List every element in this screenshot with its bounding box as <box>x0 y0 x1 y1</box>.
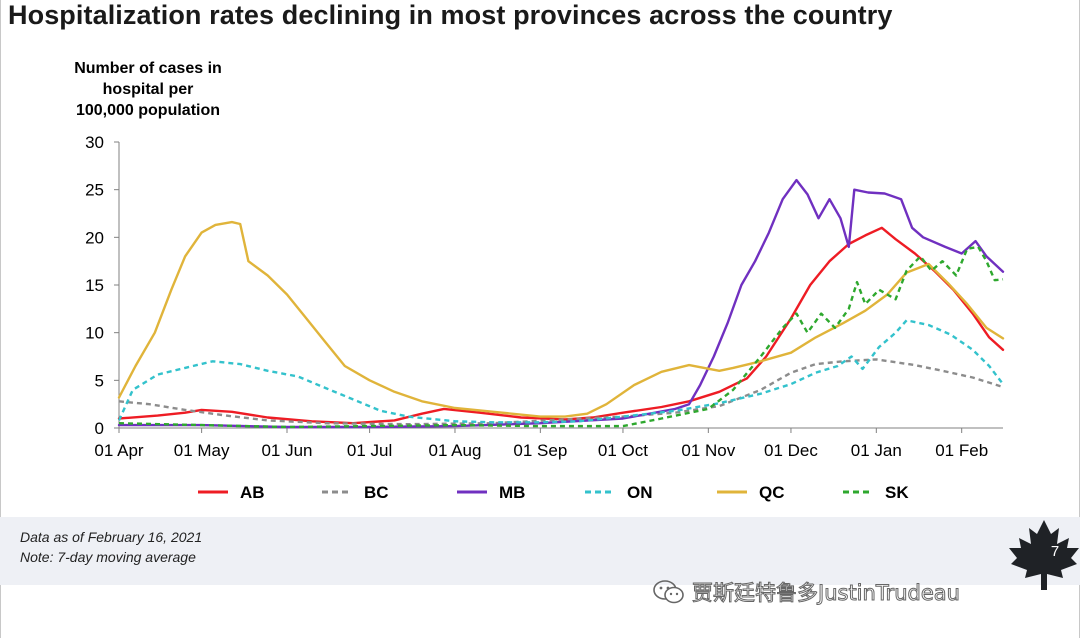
page-number: 7 <box>1050 543 1060 560</box>
legend-label-sk: SK <box>885 483 909 502</box>
y-axis-label-line-3: 100,000 population <box>75 102 221 119</box>
x-tick-label: 01 May <box>174 441 230 460</box>
moving-average-note: Note: 7-day moving average <box>20 549 196 565</box>
data-date-note: Data as of February 16, 2021 <box>20 529 203 545</box>
x-tick-label: 01 Jun <box>261 441 312 460</box>
watermark: 贾斯廷特鲁多JustinTrudeau <box>652 577 960 607</box>
y-tick-label: 10 <box>85 324 104 343</box>
y-axis-label-line-1: Number of cases in <box>74 60 222 77</box>
footer-bar: Data as of February 16, 2021 Note: 7-day… <box>0 517 1080 585</box>
legend-label-on: ON <box>627 483 653 502</box>
series-line-on <box>117 319 1004 424</box>
series-line-sk <box>118 245 1004 429</box>
watermark-text: 贾斯廷特鲁多JustinTrudeau <box>692 581 961 606</box>
line-chart: 0 5 10 15 20 25 30 01 Apr 01 May 01 Jun 01 Jul 01 A… <box>85 133 1005 502</box>
legend-label-bc: BC <box>364 483 389 502</box>
series-line-mb <box>117 178 1005 429</box>
legend-label-mb: MB <box>499 483 525 502</box>
x-tick-label: 01 Jan <box>851 441 902 460</box>
x-tick-label: 01 Jul <box>347 441 392 460</box>
x-tick-label: 01 Oct <box>598 441 648 460</box>
x-tick-label: 01 Apr <box>94 441 143 460</box>
y-tick-label: 15 <box>85 276 104 295</box>
maple-leaf-icon <box>1009 520 1079 590</box>
y-axis-label: Number of cases in hospital per 100,000 … <box>60 58 236 121</box>
legend-label-qc: QC <box>759 483 785 502</box>
y-tick-label: 0 <box>95 419 104 438</box>
y-tick-label: 5 <box>95 371 104 390</box>
y-tick-label: 30 <box>85 133 104 152</box>
x-tick-label: 01 Sep <box>513 441 567 460</box>
series-line-bc <box>118 358 1004 426</box>
y-axis-label-line-2: hospital per <box>102 81 194 98</box>
series-line-ab <box>117 226 1005 425</box>
series-line-qc <box>117 220 1005 418</box>
x-tick-label: 01 Feb <box>935 441 988 460</box>
legend-label-ab: AB <box>240 483 265 502</box>
slide-title: Hospitalization rates declining in most … <box>8 0 893 30</box>
x-tick-label: 01 Dec <box>764 441 818 460</box>
wechat-icon <box>653 580 684 604</box>
y-tick-label: 20 <box>85 228 104 247</box>
x-tick-label: 01 Aug <box>428 441 481 460</box>
x-tick-label: 01 Nov <box>681 441 735 460</box>
y-tick-label: 25 <box>85 181 104 200</box>
